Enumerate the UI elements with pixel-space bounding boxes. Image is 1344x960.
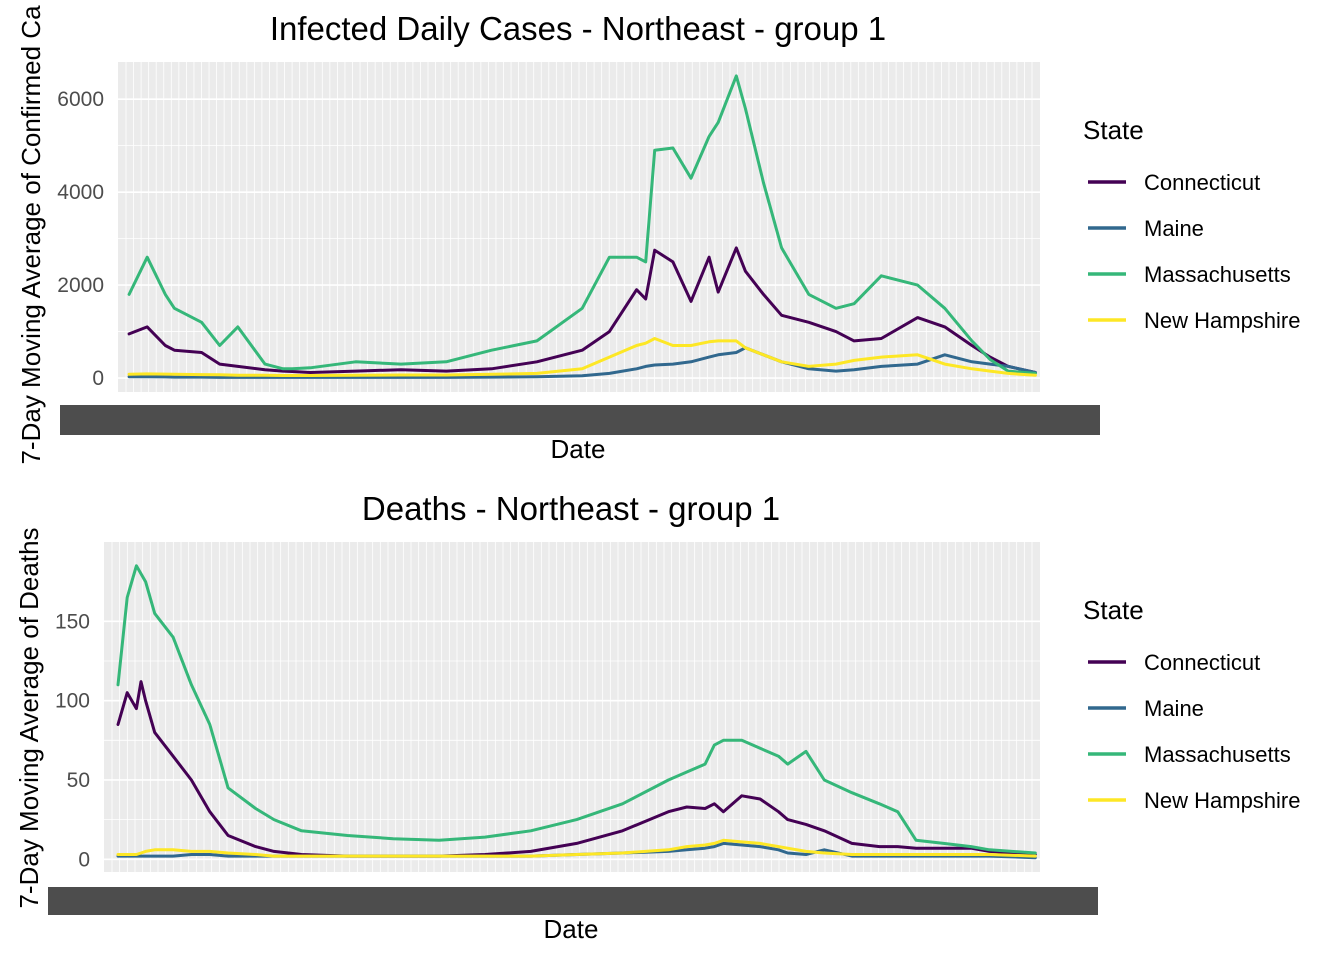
deaths-y-tick-labels: 0 50 100 150 <box>55 610 90 871</box>
legend-label-massachusetts: Massachusetts <box>1144 742 1291 767</box>
legend-label-massachusetts: Massachusetts <box>1144 262 1291 287</box>
legend-label-connecticut: Connecticut <box>1144 650 1260 675</box>
cases-series-lines <box>127 74 1037 379</box>
y-tick-label: 50 <box>67 769 90 792</box>
deaths-panel: Deaths - Northeast - group 1 0 50 100 150 D… <box>14 490 1301 944</box>
deaths-legend: State Connecticut Maine Massachusetts New H… <box>1083 595 1301 813</box>
cases-x-axis-title: Date <box>551 434 606 464</box>
cases-x-gridlines <box>125 62 1033 392</box>
cases-y-axis-title: 7-Day Moving Average of Confirmed Ca <box>16 5 46 465</box>
series-line-maine <box>127 346 1037 379</box>
cases-legend: State Connecticut Maine Massachusetts New H… <box>1083 115 1301 333</box>
deaths-x-axis-title: Date <box>544 914 599 944</box>
series-line-connecticut <box>127 246 1037 374</box>
cases-y-gridlines <box>118 98 1040 379</box>
legend-label-new-hampshire: New Hampshire <box>1144 308 1301 333</box>
cases-legend-title: State <box>1083 115 1144 145</box>
deaths-title: Deaths - Northeast - group 1 <box>362 490 780 527</box>
deaths-legend-title: State <box>1083 595 1144 625</box>
y-tick-label: 0 <box>92 367 104 390</box>
series-line-massachusetts <box>127 74 1037 375</box>
y-tick-label: 0 <box>78 848 90 871</box>
cases-y-tick-labels: 0 2000 4000 6000 <box>57 88 104 390</box>
cases-panel: Infected Daily Cases - Northeast - group… <box>16 5 1301 465</box>
series-line-new-hampshire <box>127 337 1037 377</box>
series-line-massachusetts <box>116 564 1037 855</box>
y-tick-label: 150 <box>55 610 90 633</box>
series-line-connecticut <box>116 680 1037 858</box>
legend-label-new-hampshire: New Hampshire <box>1144 788 1301 813</box>
series-line-new-hampshire <box>116 838 1037 858</box>
legend-label-maine: Maine <box>1144 696 1204 721</box>
deaths-series-lines <box>116 564 1037 860</box>
deaths-x-gridlines <box>111 542 1033 872</box>
deaths-x-tick-labels-overlapped <box>48 887 1098 915</box>
y-tick-label: 2000 <box>57 274 104 297</box>
y-tick-label: 4000 <box>57 181 104 204</box>
y-tick-label: 100 <box>55 690 90 713</box>
cases-title: Infected Daily Cases - Northeast - group… <box>270 10 886 47</box>
legend-label-connecticut: Connecticut <box>1144 170 1260 195</box>
y-tick-label: 6000 <box>57 88 104 111</box>
deaths-y-axis-title: 7-Day Moving Average of Deaths <box>14 527 44 908</box>
legend-label-maine: Maine <box>1144 216 1204 241</box>
cases-x-tick-labels-overlapped <box>60 405 1100 435</box>
